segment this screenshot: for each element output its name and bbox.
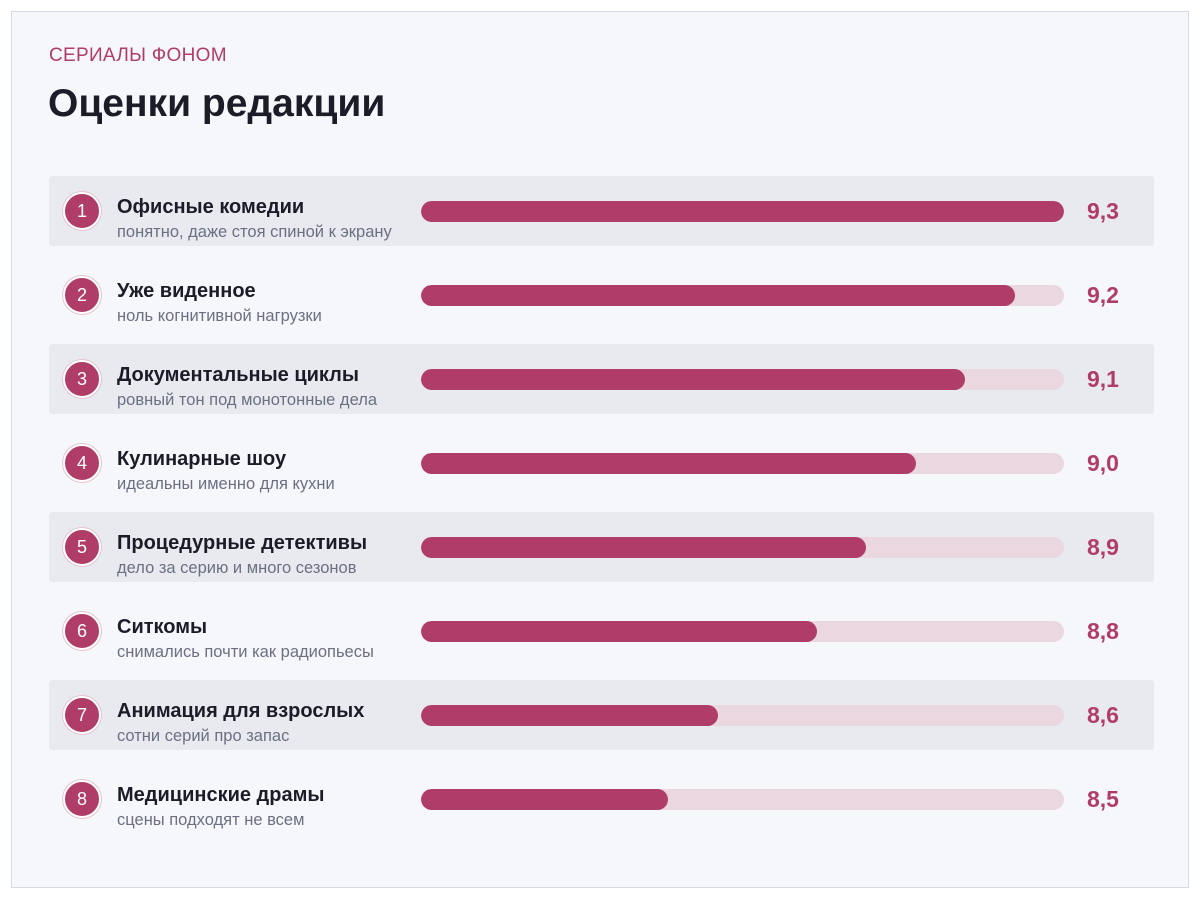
score-label: 8,5 xyxy=(1087,786,1119,812)
category-label: Уже виденное xyxy=(117,280,256,302)
bar-track xyxy=(421,705,1064,726)
category-note: снимались почти как радиопьесы xyxy=(117,643,374,661)
score-label: 9,2 xyxy=(1087,282,1119,308)
category-note: идеальны именно для кухни xyxy=(117,475,335,493)
rank-badge: 5 xyxy=(63,528,101,566)
score-label: 8,9 xyxy=(1087,534,1119,560)
bar xyxy=(421,537,866,558)
score-label: 9,0 xyxy=(1087,450,1119,476)
category-label: Анимация для взрослых xyxy=(117,700,365,722)
rank-badge: 1 xyxy=(63,192,101,230)
bar-track xyxy=(421,369,1064,390)
chart-card: СЕРИАЛЫ ФОНОМ Оценки редакции 1 Офисные … xyxy=(11,11,1189,888)
category-label: Документальные циклы xyxy=(117,364,359,386)
score-label: 9,3 xyxy=(1087,198,1119,224)
category-note: ноль когнитивной нагрузки xyxy=(117,307,322,325)
bar-track xyxy=(421,789,1064,810)
bar-track xyxy=(421,285,1064,306)
bar xyxy=(421,201,1064,222)
category-note: сцены подходят не всем xyxy=(117,811,305,829)
ranking-list: 1 Офисные комедии понятно, даже стоя спи… xyxy=(49,176,1154,848)
category-note: понятно, даже стоя спиной к экрану xyxy=(117,223,392,241)
category-note: сотни серий про запас xyxy=(117,727,290,745)
category-label: Кулинарные шоу xyxy=(117,448,287,470)
rank-badge: 6 xyxy=(63,612,101,650)
ranking-row: 4 Кулинарные шоу идеальны именно для кух… xyxy=(49,428,1154,498)
rank-badge: 8 xyxy=(63,780,101,818)
category-label: Офисные комедии xyxy=(117,196,305,218)
score-label: 9,1 xyxy=(1087,366,1119,392)
category-label: Ситкомы xyxy=(117,616,208,638)
rank-badge: 4 xyxy=(63,444,101,482)
score-label: 8,6 xyxy=(1087,702,1119,728)
category-label: Процедурные детективы xyxy=(117,532,368,554)
ranking-row: 6 Ситкомы снимались почти как радиопьесы… xyxy=(49,596,1154,666)
ranking-row: 3 Документальные циклы ровный тон под мо… xyxy=(49,344,1154,414)
chart-kicker: СЕРИАЛЫ ФОНОМ xyxy=(49,45,227,66)
ranking-row: 7 Анимация для взрослых сотни серий про … xyxy=(49,680,1154,750)
bar-track xyxy=(421,621,1064,642)
bar xyxy=(421,705,718,726)
category-label: Медицинские драмы xyxy=(117,784,325,806)
rank-badge: 2 xyxy=(63,276,101,314)
category-note: ровный тон под монотонные дела xyxy=(117,391,377,409)
bar-track xyxy=(421,453,1064,474)
ranking-row: 5 Процедурные детективы дело за серию и … xyxy=(49,512,1154,582)
score-label: 8,8 xyxy=(1087,618,1119,644)
ranking-row: 2 Уже виденное ноль когнитивной нагрузки… xyxy=(49,260,1154,330)
bar xyxy=(421,621,817,642)
chart-title: Оценки редакции xyxy=(48,82,386,125)
bar-track xyxy=(421,201,1064,222)
bar xyxy=(421,789,668,810)
rank-badge: 3 xyxy=(63,360,101,398)
rank-badge: 7 xyxy=(63,696,101,734)
bar xyxy=(421,369,965,390)
bar-track xyxy=(421,537,1064,558)
ranking-row: 8 Медицинские драмы сцены подходят не вс… xyxy=(49,764,1154,834)
category-note: дело за серию и много сезонов xyxy=(117,559,357,577)
bar xyxy=(421,285,1015,306)
ranking-row: 1 Офисные комедии понятно, даже стоя спи… xyxy=(49,176,1154,246)
bar xyxy=(421,453,916,474)
